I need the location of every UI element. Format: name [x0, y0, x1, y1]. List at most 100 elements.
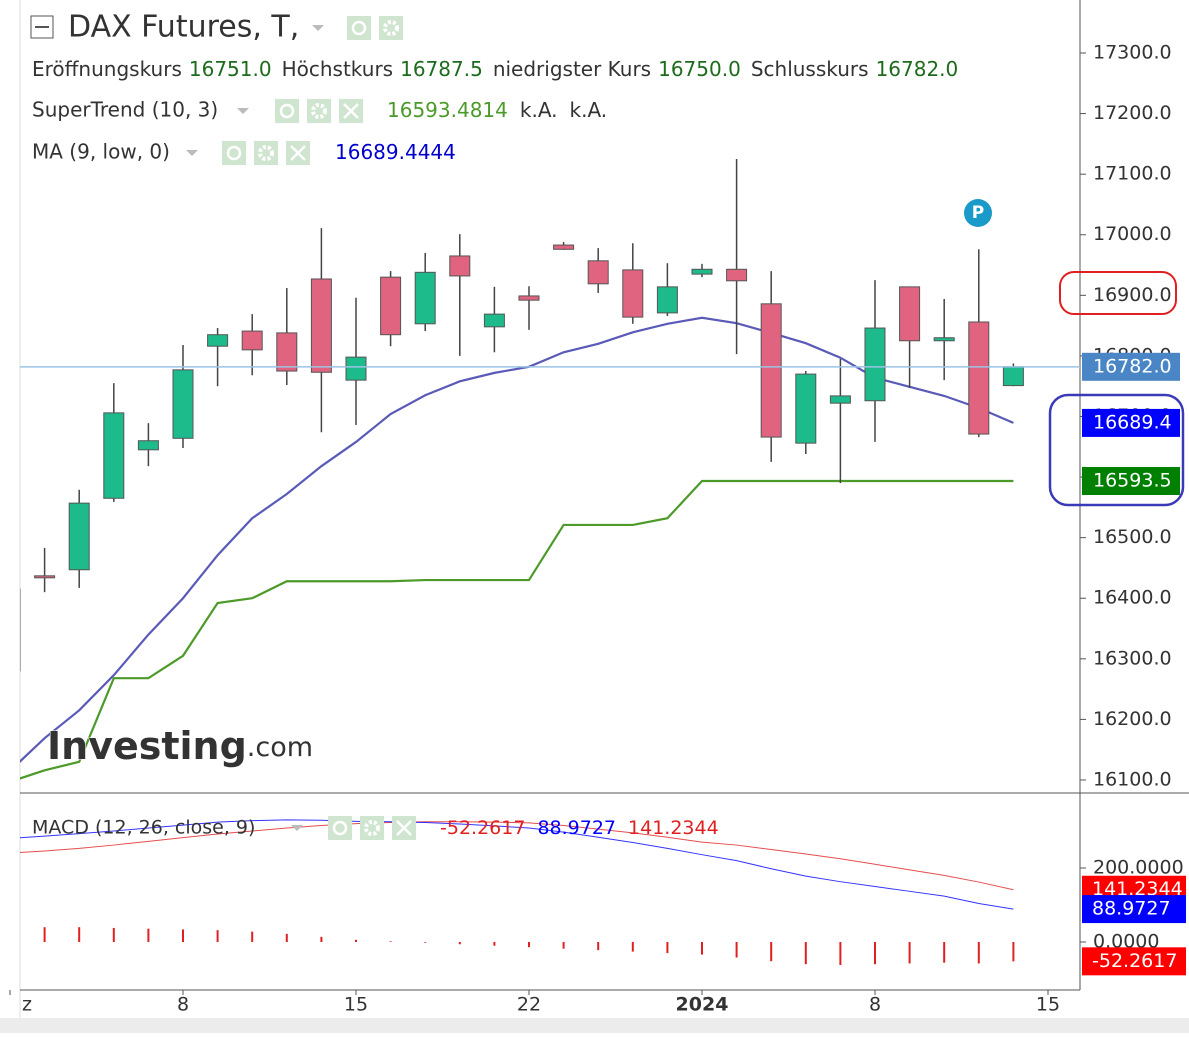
na-value: k.A.: [520, 98, 558, 122]
y-tick-label: 16400.0: [1093, 587, 1172, 609]
close-icon: [396, 820, 412, 836]
watermark-text: Investing: [47, 724, 247, 768]
candle-body: [553, 244, 575, 250]
candle-body: [829, 395, 851, 404]
indicator-value: 16593.4814: [387, 98, 508, 122]
x-tick-label: 8: [869, 994, 881, 1016]
price-label: 16689.4: [1093, 411, 1172, 433]
candle-body: [34, 575, 56, 579]
candle-body: [68, 502, 90, 571]
candle-body: [207, 334, 229, 347]
candle-body: [795, 373, 817, 444]
candle-body: [933, 337, 955, 342]
value-label: -52.2617: [1092, 950, 1177, 972]
annotation-text: P: [972, 203, 984, 223]
candle-body: [414, 271, 436, 325]
dropdown-caret[interactable]: [291, 825, 303, 831]
ohlc-value: 16787.5: [400, 57, 483, 81]
candle-body: [899, 286, 921, 342]
gear-icon: [258, 145, 274, 161]
close-icon: [343, 103, 359, 119]
indicator-values: 16593.4814 k.A. k.A.: [387, 98, 607, 122]
gear-icon: [311, 103, 327, 119]
price-label-bg: [1082, 352, 1180, 381]
y-tick-label: 16300.0: [1093, 647, 1172, 669]
icon-button[interactable]: [347, 16, 371, 40]
icon-button[interactable]: [379, 16, 403, 40]
candle-body: [241, 330, 263, 351]
icon-button[interactable]: [328, 816, 352, 840]
icon-button[interactable]: [254, 141, 278, 165]
ohlc-legend: Eröffnungskurs 16751.0 Höchstkurs 16787.5 ni…: [32, 57, 958, 81]
candle-body: [726, 268, 748, 282]
x-tick-label: 15: [344, 994, 368, 1016]
candle-body: [656, 286, 678, 314]
candle-body: [760, 303, 782, 438]
candle-body: [691, 268, 713, 275]
y-tick-label: 16900.0: [1093, 284, 1172, 306]
indicator-name: SuperTrend (10, 3): [32, 98, 218, 122]
candle-body: [864, 327, 886, 402]
dropdown-caret[interactable]: [312, 25, 324, 31]
macd-values: -52.2617 88.9727 141.2344: [440, 817, 719, 839]
price-label-bg: [1082, 467, 1180, 496]
eye-icon: [351, 20, 367, 36]
value-label-bg: [1082, 947, 1186, 976]
x-tick-label: 8: [177, 994, 189, 1016]
annotation-marker[interactable]: [964, 199, 992, 227]
price-label-bg: [1082, 408, 1180, 437]
watermark-suffix: .com: [247, 732, 313, 763]
candle-body: [20, 588, 21, 672]
x-tick-label: 22: [517, 994, 541, 1016]
candle-body: [172, 369, 194, 439]
y-tick-label: 17100.0: [1093, 163, 1172, 185]
candle-body: [1002, 366, 1024, 387]
ohlc-name: Eröffnungskurs: [32, 57, 182, 81]
icon-button[interactable]: [307, 99, 331, 123]
highlight-ellipse: [1059, 271, 1177, 315]
y-tick-label: 200.0000: [1093, 857, 1184, 879]
macd-plot: [20, 819, 1015, 965]
x-tick-label: 15: [1036, 994, 1060, 1016]
indicator-line: [20, 316, 1014, 763]
value-label: 88.9727: [1092, 898, 1171, 920]
gear-icon: [364, 820, 380, 836]
icon-button[interactable]: [222, 141, 246, 165]
eye-icon: [226, 145, 242, 161]
candle-body: [449, 255, 471, 277]
main-plot: [20, 159, 1024, 780]
candle-body: [483, 313, 505, 328]
icon-button[interactable]: [360, 816, 384, 840]
candle-body: [968, 321, 990, 435]
chart-title: DAX Futures, T,: [68, 10, 299, 45]
macd-line: [20, 819, 1014, 910]
x-tick-label: z: [22, 994, 32, 1016]
y-tick-label: 16500.0: [1093, 526, 1172, 548]
y-tick-label: 16200.0: [1093, 708, 1172, 730]
macd-value: 88.9727: [537, 817, 616, 839]
price-label: 16782.0: [1093, 355, 1172, 377]
y-tick-label: 0.0000: [1093, 931, 1159, 953]
ohlc-value: 16750.0: [658, 57, 741, 81]
indicator-line: [20, 479, 1014, 780]
price-label: 16593.5: [1093, 470, 1172, 492]
bottom-strip: [0, 1018, 1189, 1033]
y-tick-label: 17300.0: [1093, 42, 1172, 64]
candle-body: [518, 295, 540, 301]
dropdown-caret[interactable]: [186, 150, 198, 156]
indicator-value: 16689.4444: [335, 140, 456, 164]
icon-button[interactable]: [275, 99, 299, 123]
candle-body: [137, 440, 159, 451]
macd-value: -52.2617: [440, 817, 525, 839]
ohlc-value: 16782.0: [876, 57, 959, 81]
dropdown-caret[interactable]: [237, 108, 249, 114]
ohlc-name: Schlusskurs: [751, 57, 869, 81]
indicator-values: 16689.4444: [335, 140, 456, 164]
candle-body: [276, 332, 298, 372]
ohlc-name: Höchstkurs: [282, 57, 394, 81]
value-label: 141.2344: [1092, 878, 1183, 900]
close-icon: [290, 145, 306, 161]
value-label-bg: [1082, 895, 1186, 924]
eye-icon: [332, 820, 348, 836]
macd-title: MACD (12, 26, close, 9): [32, 817, 255, 839]
